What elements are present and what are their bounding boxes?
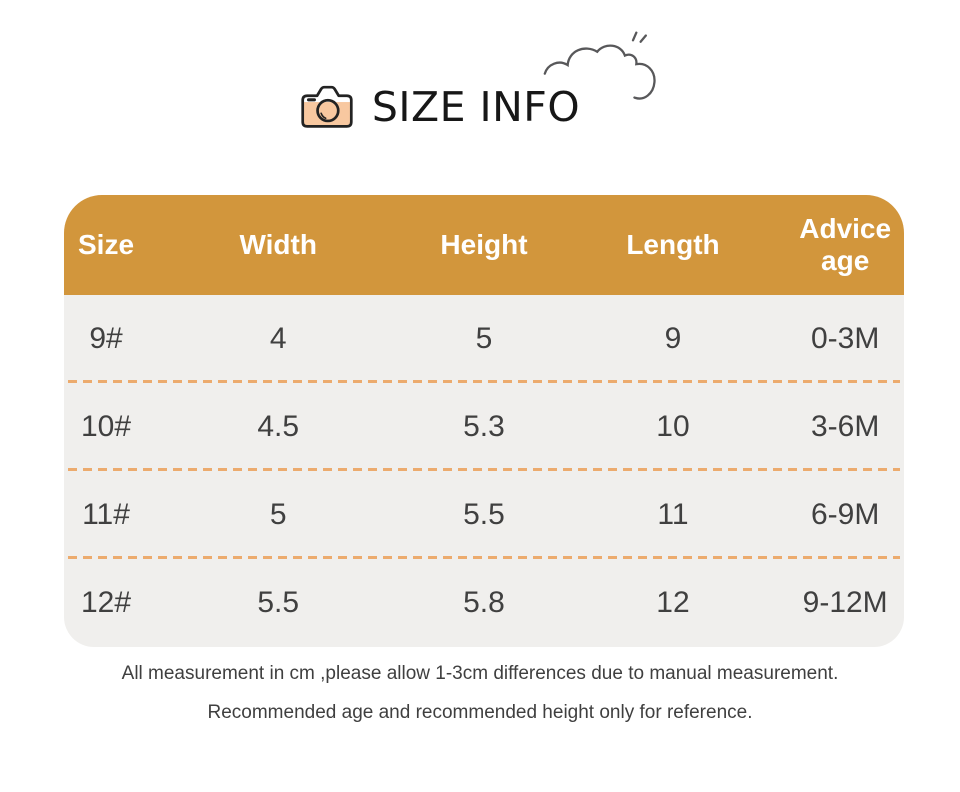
table-cell: 5.8	[463, 586, 505, 619]
table-cell: 4.5	[257, 410, 300, 443]
reference-note: Recommended age and recommended height o…	[207, 702, 753, 723]
table-body: 9# 4 5 9 0-3M 10# 4.5 5.3 10 3-6M 11# 5 …	[64, 295, 904, 647]
table-header-length: Length	[626, 228, 720, 260]
table-cell: 9	[664, 322, 682, 355]
size-table: Size Width Height Length Advice age 9# 4…	[64, 195, 904, 647]
table-header-advice-age: Advice age	[799, 212, 892, 276]
page-title-text: SIZE INFO	[371, 82, 581, 131]
table-cell: 5.3	[463, 410, 505, 443]
table-cell: 4	[269, 322, 287, 355]
table-cell: 9-12M	[802, 586, 888, 619]
table-row: 11# 5 5.5 11 6-9M	[64, 471, 904, 559]
cloud-doodle-icon	[540, 26, 664, 113]
table-cell: 12	[656, 586, 690, 619]
table-cell: 5.5	[463, 498, 505, 531]
table-cell: 10#	[80, 410, 132, 443]
table-cell: 5	[475, 322, 493, 355]
page-title: SIZE INFO	[0, 84, 920, 130]
camera-icon	[300, 84, 354, 130]
table-header-row: Size Width Height Length Advice age	[64, 195, 904, 295]
table-row: 9# 4 5 9 0-3M	[64, 295, 904, 383]
table-cell: 11	[657, 498, 689, 531]
table-cell: 10	[656, 410, 690, 443]
table-cell: 9#	[89, 322, 123, 355]
table-row: 12# 5.5 5.8 12 9-12M	[64, 559, 904, 647]
table-cell: 5.5	[257, 586, 300, 619]
table-cell: 3-6M	[810, 410, 880, 443]
table-cell: 6-9M	[810, 498, 880, 531]
table-cell: 0-3M	[810, 322, 880, 355]
table-header-size: Size	[77, 228, 135, 260]
table-cell: 12#	[80, 586, 132, 619]
table-row: 10# 4.5 5.3 10 3-6M	[64, 383, 904, 471]
table-cell: 5	[269, 498, 287, 531]
footer-notes: All measurement in cm ,please allow 1-3c…	[0, 663, 960, 724]
table-header-width: Width	[239, 228, 317, 260]
table-cell: 11#	[82, 498, 130, 531]
table-header-height: Height	[440, 228, 528, 260]
measurement-note: All measurement in cm ,please allow 1-3c…	[121, 663, 839, 684]
